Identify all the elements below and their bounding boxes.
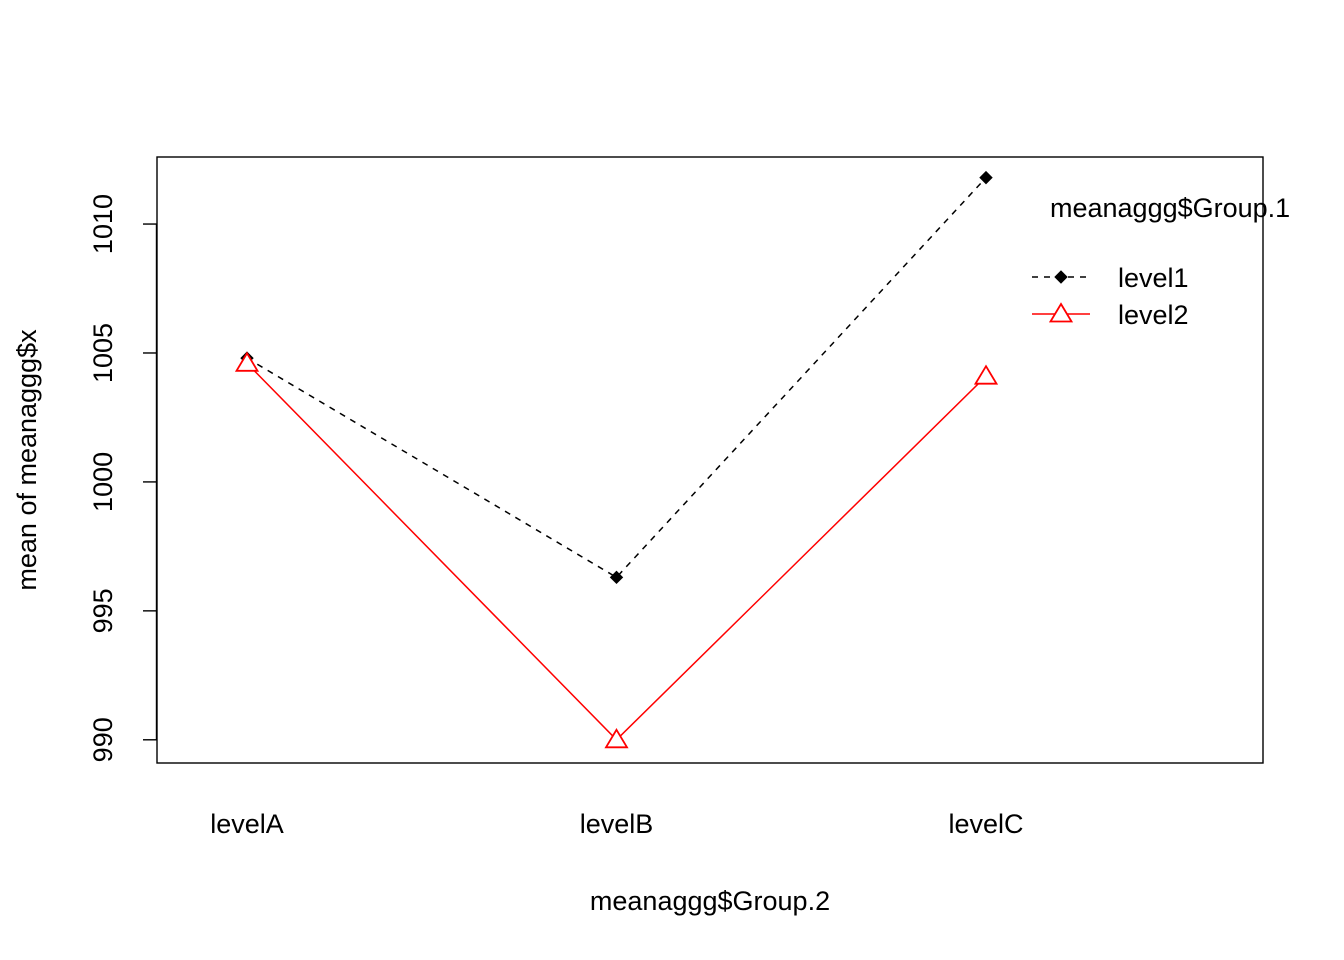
y-tick-label: 1005 (88, 323, 118, 383)
legend-title: meanaggg$Group.1 (1050, 193, 1290, 223)
series-group (234, 170, 999, 749)
x-tick-label: levelA (210, 809, 284, 839)
point-marker (979, 170, 993, 185)
x-axis-label: meanaggg$Group.2 (590, 886, 830, 916)
series-line (246, 177, 987, 579)
series-level2 (234, 351, 999, 749)
y-tick-label: 1000 (88, 452, 118, 512)
point-marker (609, 570, 624, 585)
series-level1 (240, 170, 993, 585)
plot-frame (156, 156, 1264, 764)
y-axis-label: mean of meanaggg$x (12, 329, 42, 591)
x-tick-label: levelB (580, 809, 654, 839)
x-tick-label: levelC (948, 809, 1023, 839)
point-marker (1048, 302, 1074, 323)
point-marker (973, 364, 999, 385)
legend-label: level2 (1118, 300, 1189, 330)
point-marker (234, 351, 260, 372)
y-tick-label: 1010 (88, 194, 118, 254)
point-marker (1054, 270, 1068, 284)
y-tick-label: 990 (88, 717, 118, 762)
y-tick-label: 995 (88, 588, 118, 633)
legend-label: level1 (1118, 263, 1189, 293)
series-line (246, 362, 987, 741)
y-axis: 990 995 1000 1005 1010 (88, 194, 158, 762)
point-marker (604, 728, 629, 749)
legend: meanaggg$Group.1 level1 level2 (1032, 193, 1290, 330)
x-axis: levelA levelB levelC (210, 809, 1023, 839)
